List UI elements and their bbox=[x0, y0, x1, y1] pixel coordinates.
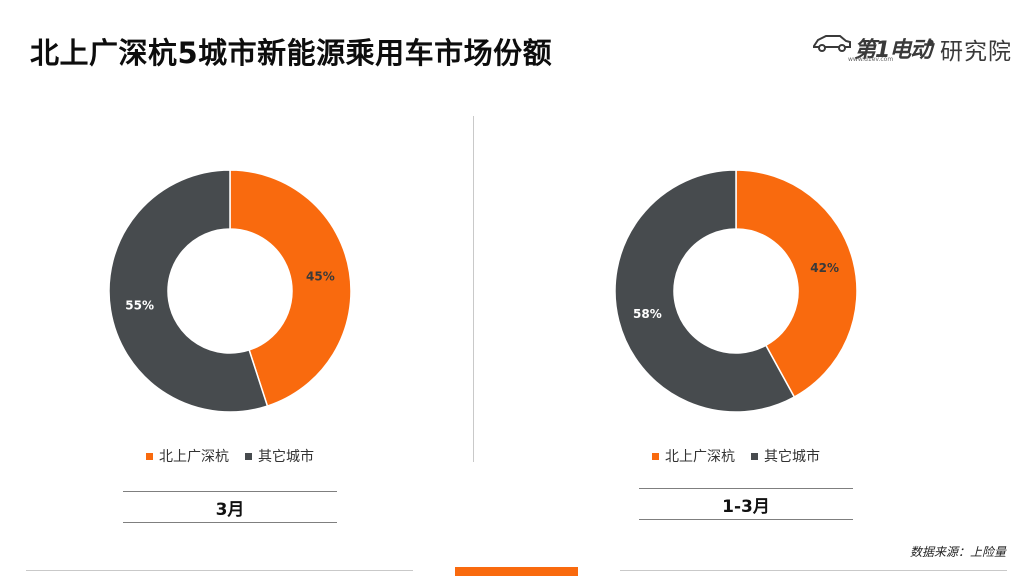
brand-logo: 第1电动 • 研究院 www.d1ev.com bbox=[812, 22, 1017, 66]
page-title: 北上广深杭5城市新能源乘用车市场份额 bbox=[30, 36, 553, 70]
legend-label-top5: 北上广深杭 bbox=[665, 449, 735, 465]
legend-swatch-top5 bbox=[652, 452, 659, 460]
donut-chart-march: 45% 55% bbox=[108, 169, 352, 413]
legend-jan-mar: 北上广深杭 其它城市 bbox=[652, 446, 836, 466]
car-icon bbox=[813, 35, 851, 52]
data-label-0: 45% bbox=[306, 270, 335, 284]
legend-label-others: 其它城市 bbox=[764, 449, 820, 465]
legend-march: 北上广深杭 其它城市 bbox=[146, 446, 330, 466]
data-source-note: 数据来源：上险量 bbox=[909, 545, 1006, 559]
donut-slice-0 bbox=[229, 169, 352, 408]
data-label-0: 42% bbox=[810, 261, 839, 275]
logo-brand: 第1电动 bbox=[854, 38, 932, 63]
footer-divider-left bbox=[26, 570, 413, 571]
legend-swatch-top5 bbox=[146, 452, 153, 460]
donut-slice-1 bbox=[108, 169, 269, 413]
data-label-1: 55% bbox=[125, 298, 154, 312]
legend-item: 北上广深杭 bbox=[146, 446, 229, 466]
legend-item: 北上广深杭 bbox=[652, 446, 735, 466]
period-label-march: 3月 bbox=[123, 491, 337, 523]
logo-url: www.d1ev.com bbox=[848, 56, 894, 63]
legend-item: 其它城市 bbox=[751, 446, 820, 466]
logo-separator: • bbox=[924, 32, 937, 57]
chart-divider bbox=[473, 116, 474, 462]
donut-slice-0 bbox=[735, 169, 858, 399]
legend-swatch-others bbox=[751, 452, 758, 460]
legend-item: 其它城市 bbox=[245, 446, 314, 466]
period-label-jan-mar: 1-3月 bbox=[639, 488, 853, 520]
legend-label-others: 其它城市 bbox=[258, 449, 314, 465]
legend-swatch-others bbox=[245, 452, 252, 460]
logo-institute: 研究院 bbox=[940, 39, 1012, 65]
donut-slice-1 bbox=[614, 169, 796, 413]
donut-chart-jan-mar: 42% 58% bbox=[614, 169, 858, 413]
footer-accent-bar bbox=[455, 567, 578, 576]
legend-label-top5: 北上广深杭 bbox=[159, 449, 229, 465]
data-label-1: 58% bbox=[633, 307, 662, 321]
footer-divider-right bbox=[620, 570, 1007, 571]
